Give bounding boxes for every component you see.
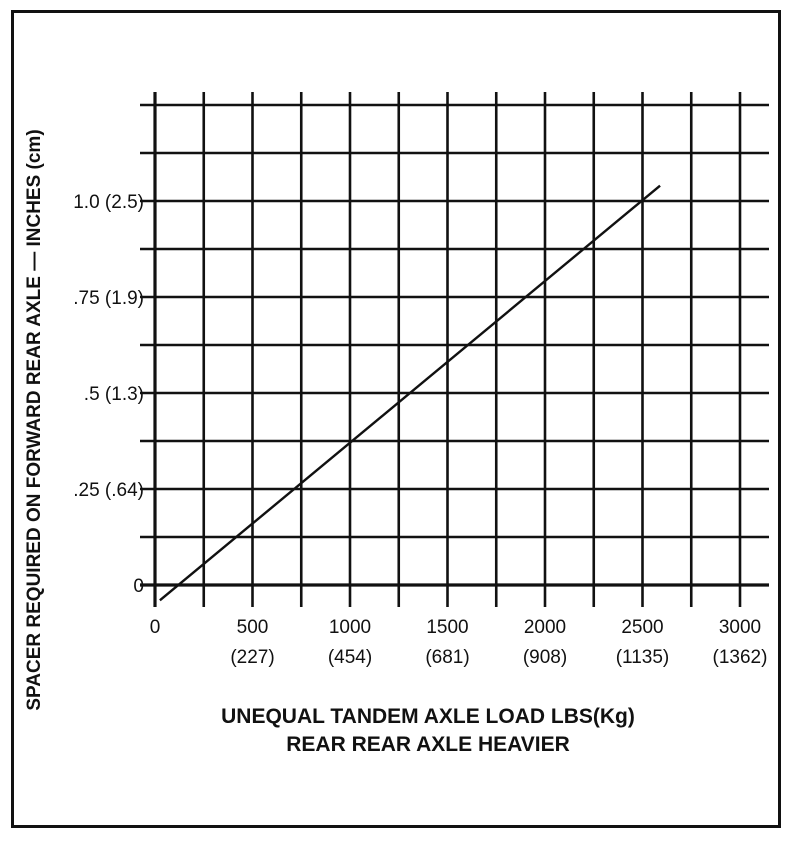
x-tick-metric-label-1: (227) bbox=[230, 647, 274, 668]
x-tick-label-2: 1000 bbox=[329, 617, 371, 638]
y-tick-label-4: 1.0 (2.5) bbox=[73, 192, 144, 213]
x-axis-label-line-1: UNEQUAL TANDEM AXLE LOAD LBS(Kg) bbox=[221, 705, 635, 728]
x-tick-metric-label-3: (681) bbox=[425, 647, 469, 668]
y-axis-label: SPACER REQUIRED ON FORWARD REAR AXLE — I… bbox=[24, 129, 45, 710]
chart-frame bbox=[11, 10, 781, 828]
x-tick-metric-label-2: (454) bbox=[328, 647, 372, 668]
x-tick-labels: 0 500 (227) 1000 (454) 1500 (681) 2000 (908) 2500… bbox=[150, 617, 768, 668]
x-tick-label-0: 0 bbox=[150, 617, 161, 638]
series-line-0 bbox=[159, 184, 661, 602]
y-tick-label-0: 0 bbox=[133, 576, 144, 597]
chart-series bbox=[159, 184, 661, 602]
x-tick-label-6: 3000 bbox=[719, 617, 761, 638]
y-tick-labels: 0 .25 (.64) .5 (1.3) .75 (1.9) 1.0 (2.5) bbox=[73, 192, 144, 597]
y-tick-label-2: .5 (1.3) bbox=[84, 384, 144, 405]
x-tick-metric-label-5: (1135) bbox=[616, 647, 670, 668]
y-tick-label-1: .25 (.64) bbox=[73, 480, 144, 501]
x-axis-label-line-2: REAR REAR AXLE HEAVIER bbox=[286, 733, 570, 756]
chart-axes bbox=[140, 92, 769, 607]
x-tick-label-4: 2000 bbox=[524, 617, 566, 638]
x-tick-label-1: 500 bbox=[237, 617, 269, 638]
x-tick-metric-label-6: (1362) bbox=[713, 647, 768, 668]
x-tick-label-3: 1500 bbox=[426, 617, 468, 638]
x-tick-metric-label-4: (908) bbox=[523, 647, 567, 668]
chart-grid bbox=[140, 92, 769, 607]
y-tick-label-3: .75 (1.9) bbox=[73, 288, 144, 309]
x-tick-label-5: 2500 bbox=[621, 617, 663, 638]
